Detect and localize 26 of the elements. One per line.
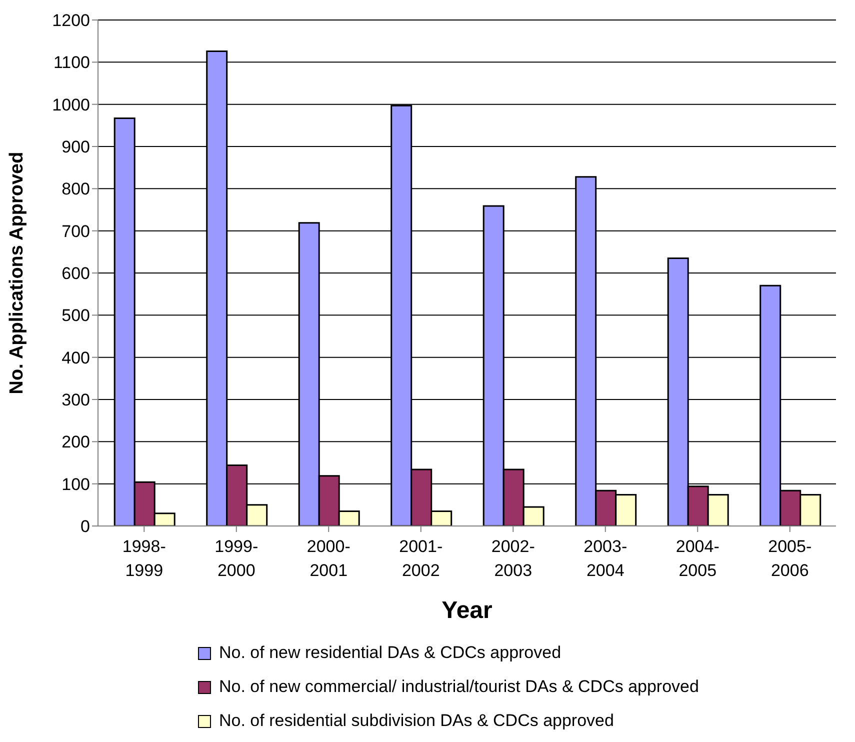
legend-label: No. of new residential DAs & CDCs approved bbox=[219, 643, 562, 663]
y-tick-label: 500 bbox=[62, 306, 90, 326]
x-tick-label: 1998-1999 bbox=[122, 537, 166, 580]
y-tick-label: 0 bbox=[80, 517, 90, 536]
y-tick-label: 1100 bbox=[53, 53, 90, 72]
y-tick-label: 400 bbox=[62, 348, 90, 368]
x-tick-label: 2003-2004 bbox=[584, 537, 628, 580]
y-tick-label: 200 bbox=[62, 432, 90, 452]
y-tick-label: 900 bbox=[62, 138, 90, 157]
y-tick-label: 1000 bbox=[52, 95, 90, 114]
legend-label: No. of new commercial/ industrial/tourist DAs & CDCs approved bbox=[219, 677, 699, 697]
x-tick-label: 2004-2005 bbox=[676, 537, 720, 580]
x-tick-label: 2000-2001 bbox=[306, 537, 350, 580]
y-axis-title: No. Applications Approved bbox=[6, 152, 28, 394]
y-tick-label: 700 bbox=[62, 222, 90, 241]
legend-label: No. of residential subdivision DAs & CDCs approved bbox=[219, 711, 614, 731]
y-tick-label: 800 bbox=[62, 180, 90, 199]
x-tick-label: 2001-2002 bbox=[399, 537, 443, 580]
y-tick-label: 600 bbox=[62, 264, 90, 284]
x-axis-title: Year bbox=[442, 597, 492, 624]
x-tick-label: 1999-2000 bbox=[214, 537, 258, 580]
y-tick-label: 300 bbox=[62, 390, 90, 410]
x-tick-label: 2005-2006 bbox=[768, 537, 812, 580]
y-tick-label: 100 bbox=[62, 474, 90, 494]
y-tick-label: 1200 bbox=[52, 11, 90, 30]
x-tick-label: 2002-2003 bbox=[491, 537, 535, 580]
